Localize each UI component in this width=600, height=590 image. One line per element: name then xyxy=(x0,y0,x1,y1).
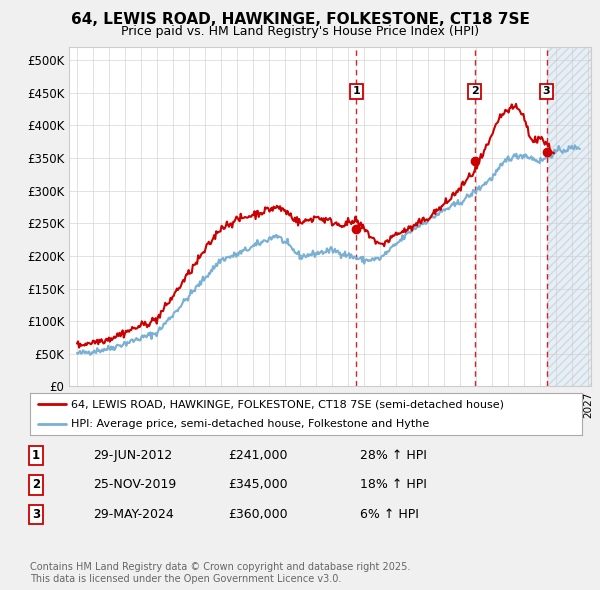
Text: 64, LEWIS ROAD, HAWKINGE, FOLKESTONE, CT18 7SE: 64, LEWIS ROAD, HAWKINGE, FOLKESTONE, CT… xyxy=(71,12,529,27)
Text: Price paid vs. HM Land Registry's House Price Index (HPI): Price paid vs. HM Land Registry's House … xyxy=(121,25,479,38)
Text: 29-JUN-2012: 29-JUN-2012 xyxy=(93,449,172,462)
Text: 18% ↑ HPI: 18% ↑ HPI xyxy=(360,478,427,491)
Bar xyxy=(547,47,591,386)
Text: 28% ↑ HPI: 28% ↑ HPI xyxy=(360,449,427,462)
Text: 29-MAY-2024: 29-MAY-2024 xyxy=(93,508,174,521)
Text: 1: 1 xyxy=(32,449,40,462)
Text: 3: 3 xyxy=(32,508,40,521)
Text: £345,000: £345,000 xyxy=(228,478,287,491)
Text: HPI: Average price, semi-detached house, Folkestone and Hythe: HPI: Average price, semi-detached house,… xyxy=(71,419,430,429)
Text: £241,000: £241,000 xyxy=(228,449,287,462)
Text: £360,000: £360,000 xyxy=(228,508,287,521)
Text: 64, LEWIS ROAD, HAWKINGE, FOLKESTONE, CT18 7SE (semi-detached house): 64, LEWIS ROAD, HAWKINGE, FOLKESTONE, CT… xyxy=(71,399,505,409)
Text: 2: 2 xyxy=(32,478,40,491)
Text: 3: 3 xyxy=(543,86,550,96)
Text: 6% ↑ HPI: 6% ↑ HPI xyxy=(360,508,419,521)
Text: Contains HM Land Registry data © Crown copyright and database right 2025.
This d: Contains HM Land Registry data © Crown c… xyxy=(30,562,410,584)
Text: 2: 2 xyxy=(471,86,479,96)
Bar xyxy=(547,47,591,386)
Text: 1: 1 xyxy=(352,86,360,96)
Text: 25-NOV-2019: 25-NOV-2019 xyxy=(93,478,176,491)
